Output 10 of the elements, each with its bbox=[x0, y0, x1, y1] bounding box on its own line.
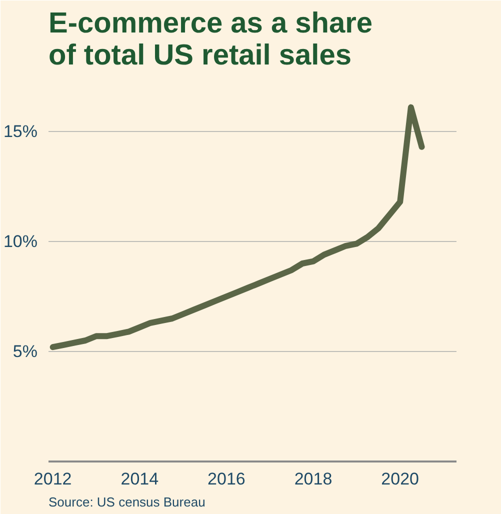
x-tick-label: 2014 bbox=[120, 470, 159, 488]
x-tick-label: 2016 bbox=[208, 470, 246, 488]
y-tick-label: 5% bbox=[12, 342, 38, 361]
y-tick-label: 10% bbox=[3, 232, 38, 251]
x-tick-label: 2018 bbox=[294, 470, 332, 488]
chart-title: E-commerce as a share of total US retail sales bbox=[48, 8, 373, 72]
x-tick-label: 2020 bbox=[381, 470, 419, 488]
x-tick-label: 2012 bbox=[34, 470, 72, 488]
source-note: Source: US census Bureau bbox=[48, 494, 206, 510]
y-tick-label: 15% bbox=[3, 122, 38, 141]
